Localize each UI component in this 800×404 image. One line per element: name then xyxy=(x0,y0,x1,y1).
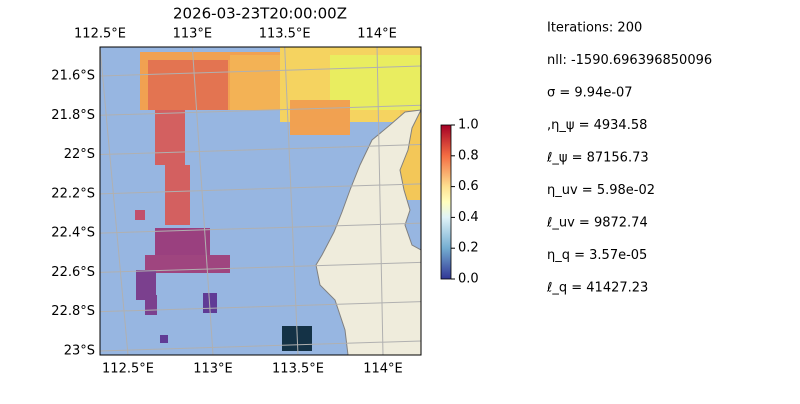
stat-line: η_q = 3.57e-05 xyxy=(547,248,647,263)
heat-field xyxy=(135,47,421,351)
stat-line: σ = 9.94e-07 xyxy=(547,86,633,101)
stat-line: ℓ_q = 41427.23 xyxy=(546,281,648,296)
lat-tick-label: 22.6°S xyxy=(51,265,95,280)
lon-tick-label-bottom: 112.5°E xyxy=(102,362,154,377)
lat-tick-label: 22°S xyxy=(64,147,95,162)
lon-grid-line xyxy=(376,47,384,355)
lat-grid-line xyxy=(100,183,421,195)
colorbar-tick-label: 0.4 xyxy=(458,210,479,225)
lon-tick-label-top: 113.5°E xyxy=(259,27,311,42)
lat-tick-label: 21.6°S xyxy=(51,69,95,84)
colorbar-tick-label: 0.0 xyxy=(458,272,479,287)
lat-grid-line xyxy=(100,261,421,273)
lat-grid-line xyxy=(100,222,421,234)
lat-tick-label: 23°S xyxy=(64,343,95,358)
lat-grid-line xyxy=(100,65,421,77)
lat-grid-line xyxy=(100,104,421,116)
colorbar-tick-label: 1.0 xyxy=(458,118,479,133)
stat-line: nll: -1590.696396850096 xyxy=(547,53,712,68)
stat-line: ℓ_ψ = 87156.73 xyxy=(546,151,649,166)
map-area xyxy=(100,47,421,355)
lon-tick-label-top: 114°E xyxy=(357,27,397,42)
colorbar-tick-label: 0.8 xyxy=(458,148,479,163)
stat-line: η_uv = 5.98e-02 xyxy=(547,183,655,198)
map-frame xyxy=(99,46,422,356)
lat-tick-label: 22.4°S xyxy=(51,226,95,241)
lon-tick-label-bottom: 114°E xyxy=(363,362,403,377)
lon-tick-label-top: 112.5°E xyxy=(74,27,126,42)
lat-tick-label: 21.8°S xyxy=(51,108,95,123)
lon-grid-line xyxy=(284,47,299,355)
colorbar-tick-label: 0.6 xyxy=(458,179,479,194)
lon-tick-label-bottom: 113°E xyxy=(193,362,233,377)
lat-grid-line xyxy=(100,301,421,313)
lon-tick-label-top: 113°E xyxy=(173,27,213,42)
lat-tick-label: 22.2°S xyxy=(51,186,95,201)
stat-line: ℓ_uv = 9872.74 xyxy=(546,216,648,231)
lon-grid-line xyxy=(100,47,129,355)
lat-grid-line xyxy=(100,144,421,156)
stat-line: ,η_ψ = 4934.58 xyxy=(547,118,647,133)
stat-line: Iterations: 200 xyxy=(547,21,642,36)
lon-grid-line xyxy=(191,47,214,355)
map-title: 2026-03-23T20:00:00Z xyxy=(173,5,347,23)
land xyxy=(315,109,421,355)
lon-tick-label-bottom: 113.5°E xyxy=(272,362,324,377)
colorbar xyxy=(440,124,452,280)
colorbar-tick-label: 0.2 xyxy=(458,241,479,256)
lat-tick-label: 22.8°S xyxy=(51,304,95,319)
lat-grid-line xyxy=(100,340,421,352)
